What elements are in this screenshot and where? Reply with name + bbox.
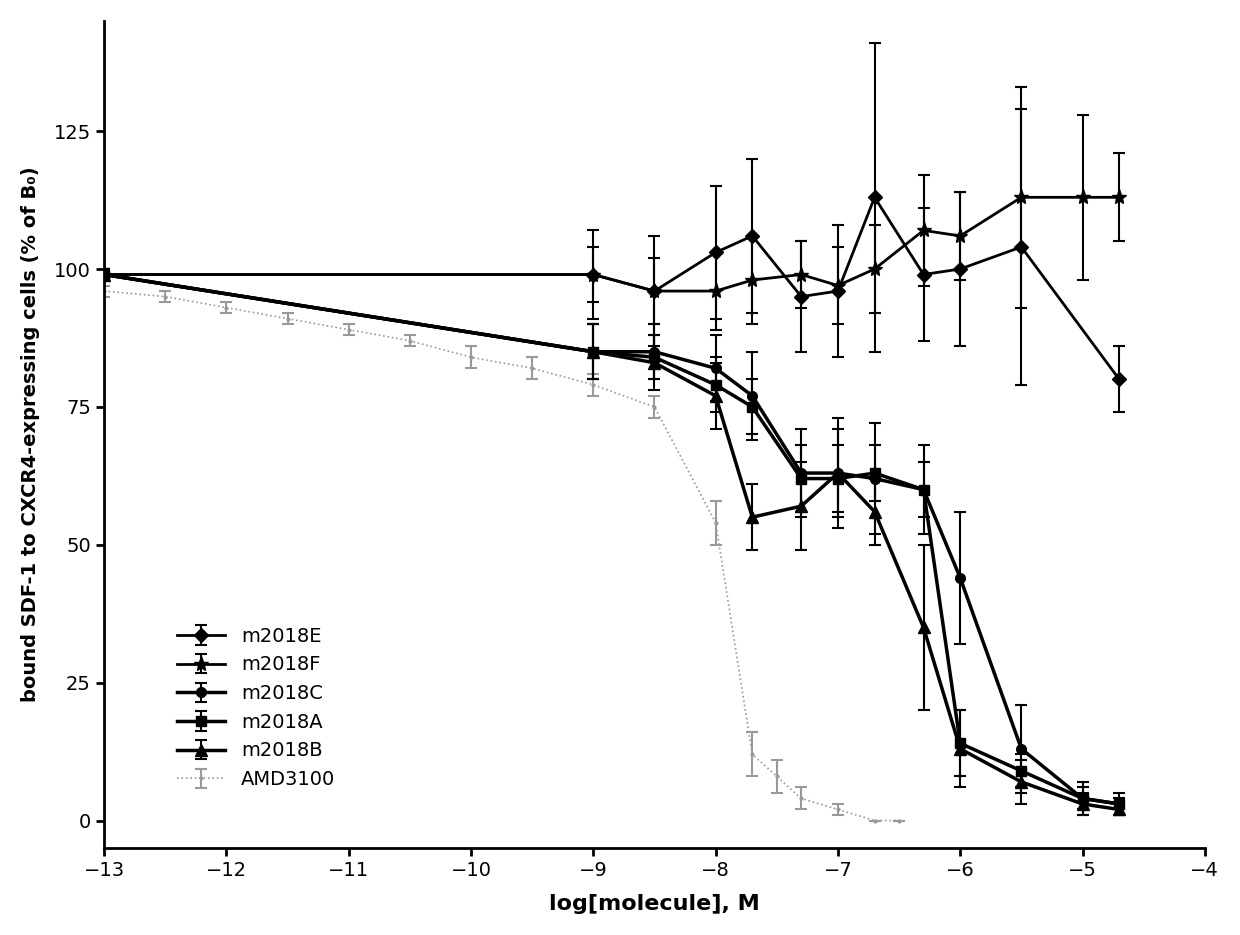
Legend: m2018E, m2018F, m2018C, m2018A, m2018B, AMD3100: m2018E, m2018F, m2018C, m2018A, m2018B, … (169, 619, 343, 797)
X-axis label: log[molecule], M: log[molecule], M (549, 894, 760, 914)
Y-axis label: bound SDF-1 to CXCR4-expressing cells (% of B₀): bound SDF-1 to CXCR4-expressing cells (%… (21, 166, 40, 702)
